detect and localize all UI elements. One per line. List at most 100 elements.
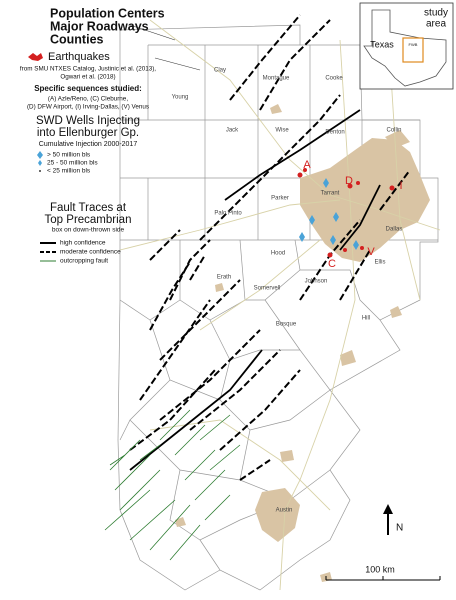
county-label: Dallas [386, 227, 403, 233]
map-feature [149, 261, 191, 331]
map-feature [224, 109, 361, 201]
faults-moderate [129, 14, 411, 481]
county-label: Montague [263, 76, 290, 82]
map-feature [219, 369, 301, 451]
map-feature [38, 160, 42, 166]
inset-label: FWB [409, 42, 418, 47]
north-label: N [396, 523, 403, 534]
map-feature [139, 299, 211, 401]
base-map [28, 2, 454, 591]
county-label: Cooke [325, 76, 343, 82]
legend-symbols [28, 24, 201, 262]
map-feature [280, 450, 294, 462]
labels: Population Centers Major Roadways Counti… [20, 6, 448, 574]
county-label: Palo Pinto [214, 211, 242, 217]
legend-text: Cumulative Injection 2000-2017 [39, 141, 138, 148]
map-feature [119, 239, 381, 571]
legend-text: < 25 million bls [47, 168, 91, 175]
map-feature [149, 229, 181, 261]
legend-title: Top Precambrian [45, 214, 132, 226]
legend-title: SWD Wells Injecting [36, 115, 140, 127]
map-feature [189, 349, 281, 431]
map-feature [385, 130, 410, 148]
sequence-label: C [328, 258, 336, 270]
map-feature [39, 170, 41, 172]
faults-outcropping [104, 409, 241, 561]
map-feature [119, 199, 341, 251]
county-label: Denton [325, 130, 344, 136]
county-label: Tarrant [321, 191, 340, 197]
map-feature [402, 37, 424, 63]
map-feature [175, 517, 186, 527]
legend-text: (A) Azle/Reno, (C) Cleburne, [48, 96, 128, 103]
county-label: Wise [275, 128, 289, 134]
map-feature [255, 488, 300, 542]
legend-text: Ogwari et al. (2018) [60, 74, 115, 81]
map-feature [229, 14, 301, 101]
sequence-label: I [399, 180, 402, 192]
map-feature [159, 329, 261, 421]
map-feature [37, 151, 43, 159]
map-feature [199, 94, 341, 241]
county-label: Ellis [374, 260, 385, 266]
map-feature [129, 24, 176, 41]
county-label: Somervell [254, 286, 281, 292]
map-feature [300, 138, 430, 262]
county-label: Johnson [305, 279, 328, 285]
sequence-label: D [345, 175, 353, 187]
faults-high [129, 109, 381, 471]
map-feature [259, 19, 331, 111]
map-feature [327, 252, 333, 258]
county-label: Parker [271, 196, 289, 202]
inset [359, 2, 454, 90]
legend-layer: Counties [50, 32, 104, 46]
legend-text: > 50 million bls [47, 152, 91, 159]
map-feature [154, 57, 201, 71]
map-feature [363, 9, 447, 87]
map-feature [129, 369, 216, 451]
roads [119, 19, 441, 591]
inset-title: study [424, 8, 448, 19]
map-feature [270, 104, 282, 114]
legend-title: Fault Traces at [50, 202, 127, 214]
legend-text: (D) DFW Airport, (I) Irving-Dallas, (V) … [27, 104, 149, 111]
legend-layer: Major Roadways [50, 19, 149, 33]
map-feature [359, 2, 454, 90]
map-feature [356, 181, 360, 185]
map-feature [340, 350, 356, 366]
map-feature [383, 504, 393, 514]
county-lines [117, 24, 439, 591]
county-label: Hood [271, 251, 285, 257]
county-label: Bosque [276, 322, 297, 328]
population-centers [175, 104, 430, 582]
map-feature [297, 172, 303, 178]
map-feature [215, 283, 224, 292]
map-feature [169, 239, 211, 301]
map-feature [339, 184, 381, 251]
map-feature [303, 168, 307, 172]
sequence-label: A [303, 159, 311, 171]
map-feature [360, 246, 364, 250]
map-feature [390, 306, 402, 318]
map-feature [379, 169, 411, 211]
inset-label: Texas [370, 39, 394, 49]
map-feature [389, 59, 421, 301]
legend-text: box on down-thrown side [52, 227, 125, 234]
map-feature [104, 409, 241, 561]
county-label: Erath [217, 275, 231, 281]
county-label: Clay [214, 68, 226, 74]
scale-bar [325, 576, 441, 581]
county-label: Jack [226, 128, 239, 134]
map-feature [28, 53, 43, 61]
map-feature [189, 254, 206, 281]
legend-layer: Population Centers [50, 6, 165, 20]
map-feature [239, 459, 271, 481]
legend-title: Earthquakes [48, 51, 110, 63]
legend-text: outcropping fault [60, 258, 108, 265]
county-label: Austin [276, 508, 293, 514]
legend-text: Specific sequences studied: [34, 84, 142, 93]
sequence-label: V [367, 246, 375, 258]
map-feature [279, 39, 356, 591]
